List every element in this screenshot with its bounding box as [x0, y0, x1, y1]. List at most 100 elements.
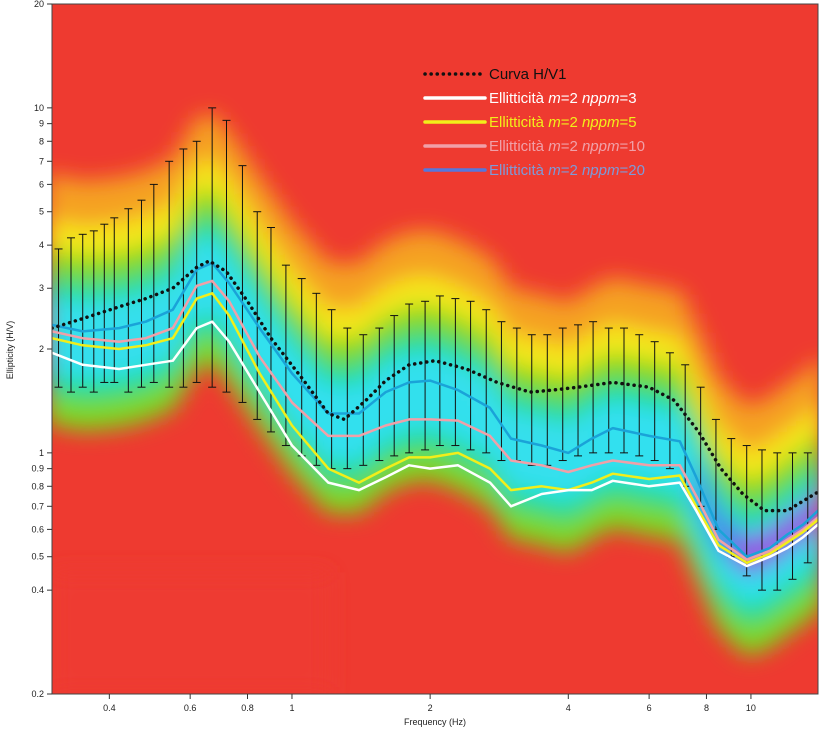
heatmap-cell [259, 305, 271, 386]
heatmap-cell [625, 401, 637, 482]
x-tick-label: 10 [746, 703, 756, 713]
error-bar [390, 315, 399, 457]
heatmap-cell [659, 408, 671, 489]
heatmap-cell [472, 370, 483, 451]
y-tick-label: 6 [39, 179, 44, 189]
x-tick-label: 1 [289, 703, 294, 713]
error-bar [482, 309, 491, 454]
x-tick-label: 4 [566, 703, 571, 713]
heatmap-cell [182, 253, 194, 334]
heatmap-cell [523, 412, 534, 493]
x-tick-label: 6 [647, 703, 652, 713]
heatmap-cell [361, 377, 373, 458]
heatmap-cell [378, 363, 390, 444]
heatmap-cell [421, 350, 432, 431]
error-bar [124, 208, 133, 393]
x-tick-label: 0.6 [184, 703, 197, 713]
ellipticity-line [52, 261, 818, 558]
error-bar [497, 321, 506, 462]
legend-entry-text: Ellitticità m=2 nppm=20 [489, 162, 645, 179]
heatmap-cell [114, 297, 126, 378]
ellipticity-line [52, 320, 818, 568]
error-bar [466, 300, 475, 451]
error-bar [421, 300, 430, 451]
legend-entry-text-part: =20 [620, 162, 645, 179]
error-bar [100, 223, 109, 383]
y-tick-label: 0.9 [31, 464, 44, 474]
y-tick-label: 10 [34, 103, 44, 113]
heatmap-cell [353, 383, 364, 464]
heatmap-cell [242, 280, 254, 361]
heatmap-cell [582, 410, 594, 491]
heatmap-cell [531, 414, 543, 495]
error-bar [137, 199, 146, 388]
y-axis-label: Ellipticity (H/V) [5, 321, 15, 380]
legend-entry-text-part: m [548, 90, 561, 107]
legend-entry-text-part: nppm [582, 90, 620, 107]
error-bar [635, 334, 644, 457]
heatmap-cell [131, 293, 143, 374]
heatmap-cell [140, 291, 151, 372]
heatmap-cell [55, 296, 66, 377]
heatmap-cell [651, 407, 662, 488]
heatmap-cell [319, 379, 330, 460]
legend-entry-text-part: =10 [620, 138, 645, 155]
legend-entry-text-part: =2 [561, 138, 582, 155]
heatmap-cell [489, 384, 500, 465]
heatmap-cell [463, 366, 475, 447]
error-bar [312, 292, 321, 466]
y-tick-label: 0.5 [31, 552, 44, 562]
heatmap-cell [591, 406, 602, 487]
error-bar [110, 217, 119, 383]
x-tick-label: 2 [428, 703, 433, 713]
y-tick-label: 7 [39, 156, 44, 166]
ellipticity-line [52, 292, 818, 565]
heatmap-cell [387, 359, 398, 440]
legend-entry-text-part: Ellitticità [489, 114, 548, 131]
legend-entry-text-part: =3 [620, 90, 637, 107]
heatmap-cell [395, 355, 407, 436]
legend-entry-text-part: nppm [582, 114, 620, 131]
y-tick-label: 4 [39, 240, 44, 250]
y-tick-label: 0.6 [31, 524, 44, 534]
heatmap-cell [557, 421, 568, 502]
y-tick-label: 3 [39, 283, 44, 293]
heatmap-cell [106, 298, 117, 379]
error-bar [192, 140, 201, 383]
heatmap-cell [225, 255, 236, 336]
heatmap-cell [216, 244, 228, 325]
error-bar [253, 211, 262, 420]
heatmap-cell [52, 294, 58, 375]
error-bar [589, 321, 598, 454]
error-bar [54, 248, 63, 388]
y-tick-label: 0.7 [31, 501, 44, 511]
heatmap-cell [327, 383, 339, 464]
heatmap-cell [642, 405, 654, 486]
heatmap-cell [608, 398, 619, 479]
heatmap-cell [233, 268, 245, 349]
legend-entry-text: Ellitticità m=2 nppm=10 [489, 138, 645, 155]
heatmap-cell [268, 317, 279, 398]
legend-entry-text-part: nppm [582, 162, 620, 179]
heatmap-cell [165, 280, 177, 361]
heatmap-cell [565, 421, 577, 502]
error-bar [803, 452, 812, 564]
heatmap-cell [548, 418, 560, 499]
error-bar [574, 324, 583, 457]
y-tick-label: 8 [39, 136, 44, 146]
heatmap-cell [285, 341, 296, 422]
plot-area [52, 4, 818, 694]
series-lines [52, 259, 818, 568]
y-tick-label: 20 [34, 0, 44, 9]
error-bar [665, 352, 674, 470]
heatmap-cell [302, 360, 313, 441]
x-tick-label: 8 [704, 703, 709, 713]
heatmap-cell [540, 416, 551, 497]
heatmap-cell [685, 434, 696, 515]
legend-entry-text: Ellitticità m=2 nppm=3 [489, 90, 637, 107]
y-axis: 0.2 0.4 0.5 0.6 0.7 0.8 0.9 1 2 3 4 5 6 7 8 9 10 20 [31, 0, 52, 699]
y-tick-label: 5 [39, 207, 44, 217]
legend-entry-text-part: nppm [582, 138, 620, 155]
error-bar [208, 107, 217, 388]
